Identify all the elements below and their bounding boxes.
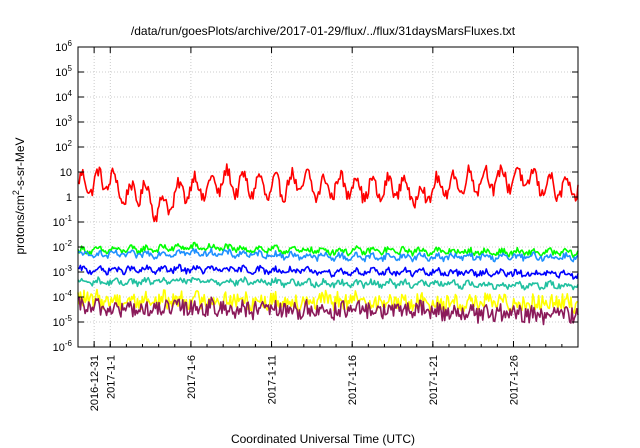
y-tick-label: 10-5 — [53, 314, 73, 329]
series-line-5 — [77, 276, 579, 291]
x-tick-label: 2017-1-26 — [508, 355, 520, 405]
series-line-4 — [77, 263, 579, 280]
x-tick-label: 2017-1-11 — [267, 355, 279, 404]
chart-title: /data/run/goesPlots/archive/2017-01-29/f… — [131, 24, 516, 38]
y-tick-label: 102 — [55, 139, 72, 154]
series-line-3 — [77, 247, 579, 263]
series-layer — [77, 163, 579, 326]
y-axis-label: protons/cm2-s-sr-MeV — [11, 137, 27, 254]
x-tick-label: 2017-1-21 — [428, 355, 440, 405]
y-tick-label: 104 — [55, 89, 72, 104]
x-tick-labels: 2016-12-31 2017-1-1 2017-1-6 2017-1-11 2017-… — [89, 355, 520, 411]
y-tick-label: 105 — [55, 64, 72, 79]
y-tick-label: 10-2 — [53, 239, 73, 254]
x-tick-label: 2017-1-1 — [105, 355, 117, 399]
series-line-6 — [77, 288, 579, 315]
y-tick-label: 10-1 — [53, 214, 73, 229]
series-line-7 — [77, 296, 579, 326]
x-tick-label: 2017-1-16 — [347, 355, 359, 405]
y-tick-label: 10 — [60, 167, 72, 179]
x-tick-label: 2016-12-31 — [89, 355, 101, 411]
axis-ticks — [77, 46, 579, 348]
y-tick-label: 1 — [66, 192, 72, 204]
y-tick-label: 10-4 — [53, 289, 73, 304]
y-tick-labels: 10-6 10-5 10-4 10-3 10-2 10-1 1 10 102 103 104 105 1… — [53, 39, 73, 354]
x-tick-label: 2017-1-6 — [186, 355, 198, 399]
y-tick-label: 106 — [55, 39, 72, 54]
y-tick-label: 10-6 — [53, 339, 73, 354]
series-line-1 — [77, 163, 579, 223]
x-axis-label: Coordinated Universal Time (UTC) — [231, 432, 415, 446]
y-tick-label: 10-3 — [53, 264, 73, 279]
y-tick-label: 103 — [55, 114, 72, 129]
series-line-2 — [77, 241, 579, 259]
